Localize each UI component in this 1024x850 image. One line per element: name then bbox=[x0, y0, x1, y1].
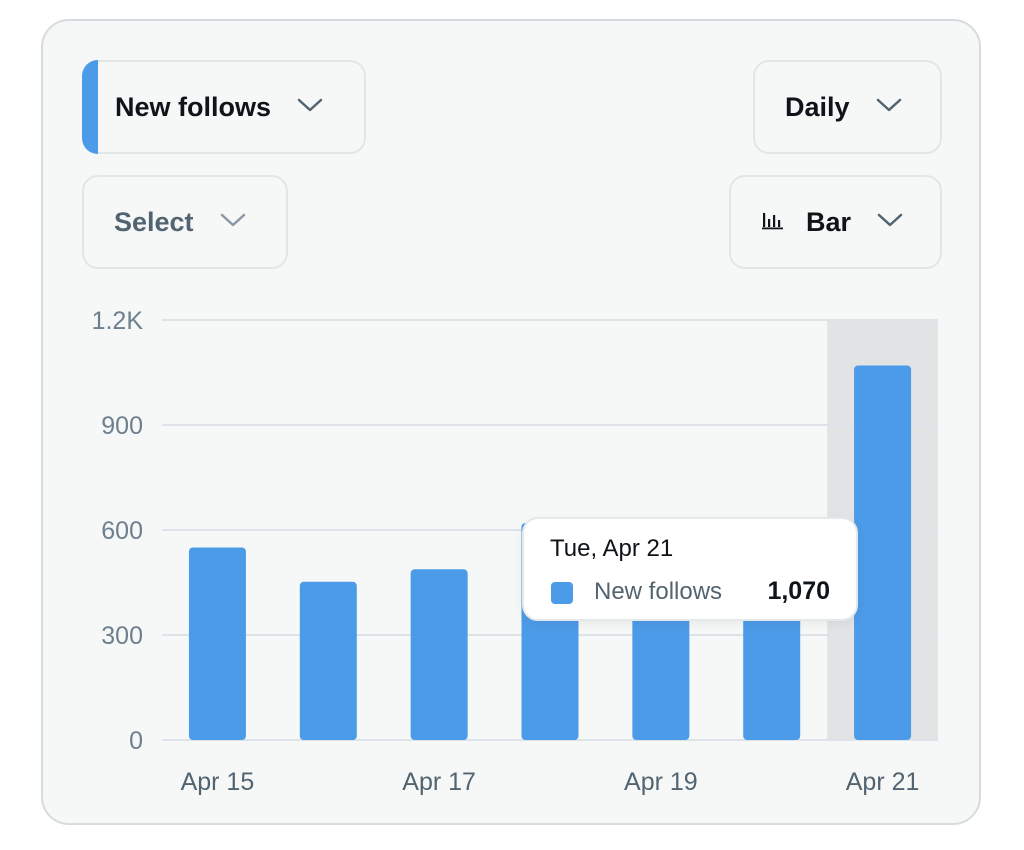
chevron-down-icon bbox=[220, 212, 246, 233]
bar-chart-icon bbox=[762, 210, 784, 235]
x-tick-label: Apr 17 bbox=[402, 768, 476, 796]
metric-dropdown-label: New follows bbox=[115, 91, 272, 122]
chart-type-dropdown-label: Bar bbox=[806, 206, 852, 237]
chevron-down-icon bbox=[297, 97, 323, 118]
chart-type-dropdown[interactable]: Bar bbox=[729, 175, 942, 269]
chevron-down-icon bbox=[877, 212, 903, 233]
y-tick-label: 600 bbox=[101, 517, 143, 545]
x-tick-label: Apr 15 bbox=[181, 768, 255, 796]
chevron-down-icon bbox=[876, 97, 902, 118]
compare-dropdown-label: Select bbox=[114, 206, 194, 237]
x-tick-label: Apr 19 bbox=[624, 768, 698, 796]
bar bbox=[854, 365, 912, 740]
bar bbox=[410, 569, 468, 740]
tooltip-series-swatch bbox=[551, 582, 573, 604]
metric-dropdown[interactable]: New follows bbox=[82, 60, 366, 154]
bar bbox=[188, 547, 246, 740]
y-tick-label: 0 bbox=[129, 727, 143, 755]
bar bbox=[299, 581, 357, 740]
compare-dropdown[interactable]: Select bbox=[82, 175, 288, 269]
tooltip-value: 1,070 bbox=[767, 577, 830, 605]
y-tick-label: 300 bbox=[101, 622, 143, 650]
x-tick-label: Apr 21 bbox=[846, 768, 920, 796]
metric-color-indicator bbox=[82, 60, 98, 154]
tooltip-title: Tue, Apr 21 bbox=[550, 535, 674, 562]
tooltip-series-name: New follows bbox=[594, 578, 723, 605]
y-tick-label: 1.2K bbox=[92, 307, 144, 335]
y-tick-label: 900 bbox=[101, 412, 143, 440]
interval-dropdown[interactable]: Daily bbox=[753, 60, 942, 154]
interval-dropdown-label: Daily bbox=[785, 91, 850, 122]
chart-tooltip: Tue, Apr 21 New follows 1,070 bbox=[522, 517, 858, 621]
